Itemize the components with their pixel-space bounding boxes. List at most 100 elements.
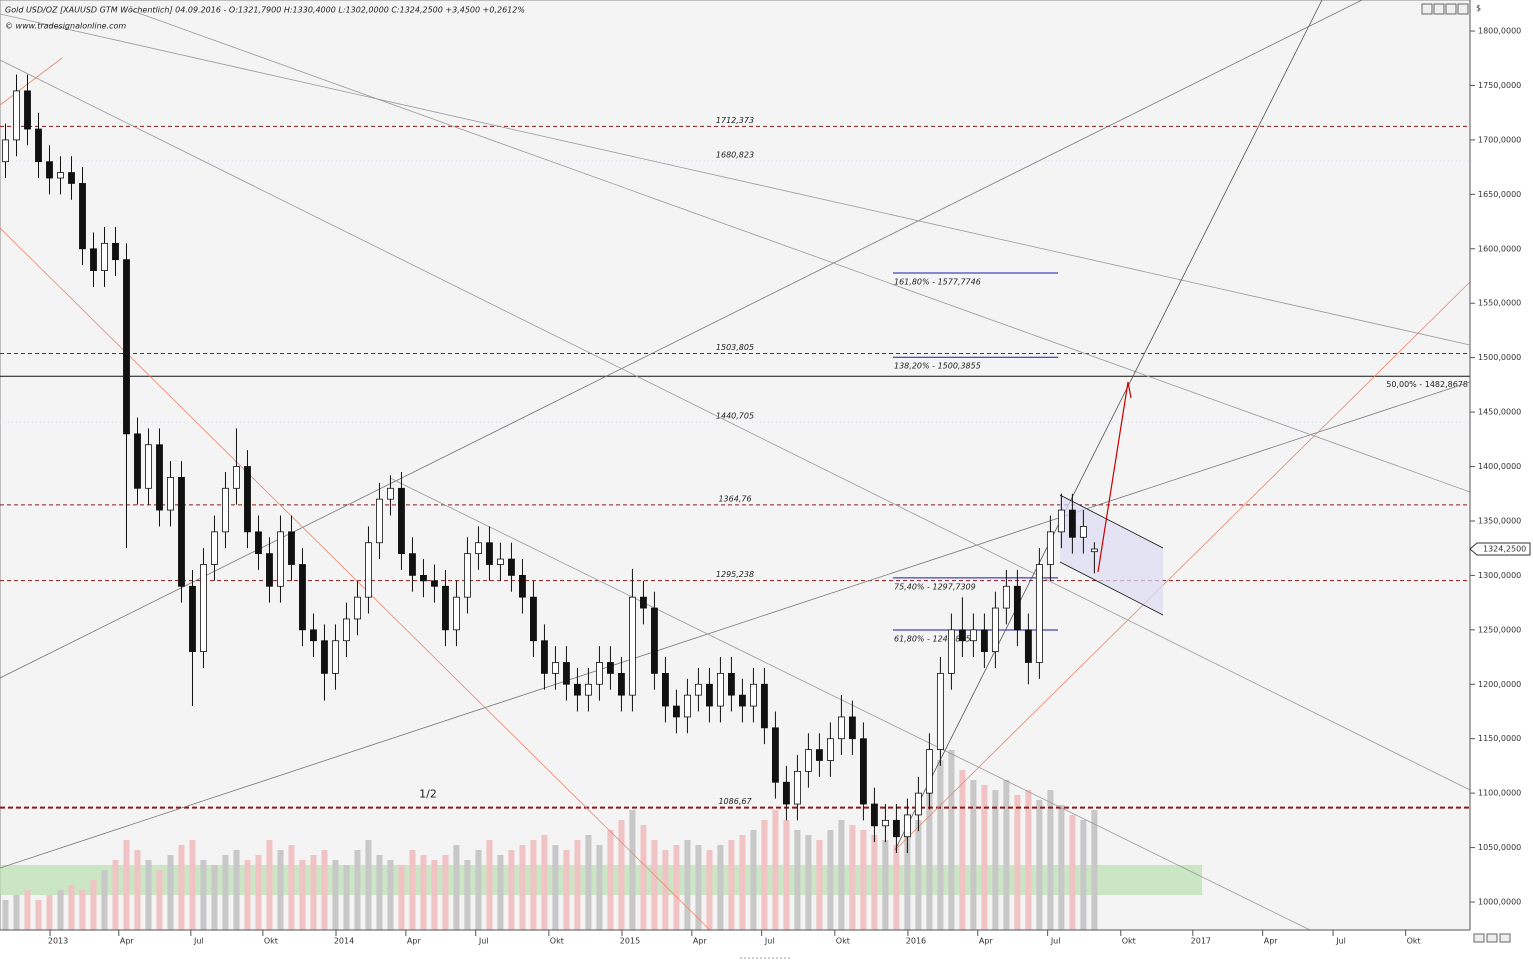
header-title: Gold USD/OZ [XAUUSD GTM Wöchentlich] 04.… xyxy=(5,6,525,15)
candle-body xyxy=(57,172,64,179)
volume-bar xyxy=(189,840,196,930)
candle-body xyxy=(475,542,482,555)
candle-body xyxy=(299,564,306,631)
volume-bar xyxy=(35,900,42,930)
volume-bar xyxy=(530,840,537,930)
x-tick-label: Jul xyxy=(764,937,775,946)
y-tick-label: 1300,0000 xyxy=(1478,571,1521,580)
volume-bar xyxy=(1025,790,1032,930)
volume-bar xyxy=(816,840,823,930)
volume-bar xyxy=(79,890,86,930)
volume-bar xyxy=(156,870,163,930)
candle-body xyxy=(782,781,790,805)
volume-bar xyxy=(904,835,911,930)
volume-bar xyxy=(464,860,471,930)
fib-label: 138,20% - 1500,3855 xyxy=(894,362,981,371)
y-tick-label: 1150,0000 xyxy=(1478,734,1521,743)
candle-body xyxy=(662,672,669,707)
y-tick-label: 1250,0000 xyxy=(1478,625,1521,634)
level-label: 1680,823 xyxy=(716,150,754,159)
candle-body xyxy=(376,498,383,544)
volume-bar xyxy=(277,850,284,930)
candle-body xyxy=(738,694,746,707)
nav-button[interactable] xyxy=(1421,3,1433,15)
volume-bar xyxy=(552,845,559,930)
candle-body xyxy=(914,792,922,816)
candle-body xyxy=(980,629,988,653)
volume-bar xyxy=(376,855,383,930)
nav-button[interactable] xyxy=(1433,3,1445,15)
candle-body xyxy=(574,683,581,696)
volume-bar xyxy=(112,860,119,930)
candle-body xyxy=(1068,509,1076,538)
target-label: 50,00% - 1482,8678 xyxy=(1386,380,1468,389)
candle-body xyxy=(431,580,438,587)
volume-bar xyxy=(750,830,757,930)
y-tick-label: 1100,0000 xyxy=(1478,789,1521,798)
close-button[interactable] xyxy=(1457,3,1469,15)
candle-body xyxy=(222,487,229,533)
candle-body xyxy=(244,466,251,533)
x-tick-label: 2015 xyxy=(620,937,640,946)
volume-bar xyxy=(1036,800,1043,930)
annotation: 1/2 xyxy=(419,788,437,801)
candle-body xyxy=(1090,548,1098,553)
y-tick-label: 1200,0000 xyxy=(1478,680,1521,689)
volume-bar xyxy=(695,845,702,930)
candle-body xyxy=(321,640,328,674)
candle-body xyxy=(497,558,504,565)
candle-body xyxy=(277,531,284,587)
candle-body xyxy=(519,574,526,598)
candle-body xyxy=(936,672,944,750)
level-label: 1712,373 xyxy=(716,116,754,125)
levels: 1712,373 1680,823 1503,805 1440,705 1364,76 1… xyxy=(0,116,1470,809)
candle-body xyxy=(211,531,218,565)
candle-body xyxy=(903,814,911,838)
volume-bar xyxy=(46,895,53,930)
trend-line xyxy=(0,57,63,106)
level-label: 1086,67 xyxy=(718,797,752,806)
volume-bar xyxy=(761,820,768,930)
trend-line xyxy=(0,0,1363,679)
trend-line xyxy=(0,381,1471,869)
candle-body xyxy=(13,90,20,141)
volume-bar xyxy=(541,835,548,930)
restore-button[interactable] xyxy=(1445,3,1457,15)
volume-bar xyxy=(673,845,680,930)
candle-body xyxy=(771,727,779,783)
volume-bar xyxy=(618,820,625,930)
candle-body xyxy=(442,585,449,631)
volume-bar xyxy=(805,835,812,930)
scroll-button[interactable] xyxy=(1486,933,1498,943)
y-tick-label: 1700,0000 xyxy=(1478,135,1521,144)
volume-bar xyxy=(871,835,878,930)
volume-bar xyxy=(772,810,779,930)
candle-body xyxy=(728,672,735,696)
candle-body xyxy=(826,738,834,761)
volume-bar xyxy=(937,760,944,930)
trend-line xyxy=(894,281,1471,851)
candle-body xyxy=(760,683,768,729)
volume-bar xyxy=(849,825,856,930)
volume-bar xyxy=(827,830,834,930)
volume-bar xyxy=(981,785,988,930)
scroll-button[interactable] xyxy=(1473,933,1485,943)
candle-body xyxy=(881,819,889,827)
volume-bar xyxy=(684,840,691,930)
candle-body xyxy=(1035,564,1043,663)
volume-bar xyxy=(453,845,460,930)
volume-bar xyxy=(310,855,317,930)
candle-body xyxy=(310,629,317,642)
candle-body xyxy=(717,672,724,707)
volume-bar xyxy=(860,830,867,930)
y-tick-label: 1500,0000 xyxy=(1478,353,1521,362)
trend-line xyxy=(129,9,1471,493)
candle-body xyxy=(859,738,867,805)
y-tick-label: 1450,0000 xyxy=(1478,408,1521,417)
scroll-button[interactable] xyxy=(1499,933,1511,943)
volume-bar xyxy=(508,850,515,930)
volume-bar xyxy=(1091,810,1098,930)
y-tick-label: 1550,0000 xyxy=(1478,299,1521,308)
candle-body xyxy=(695,683,702,696)
